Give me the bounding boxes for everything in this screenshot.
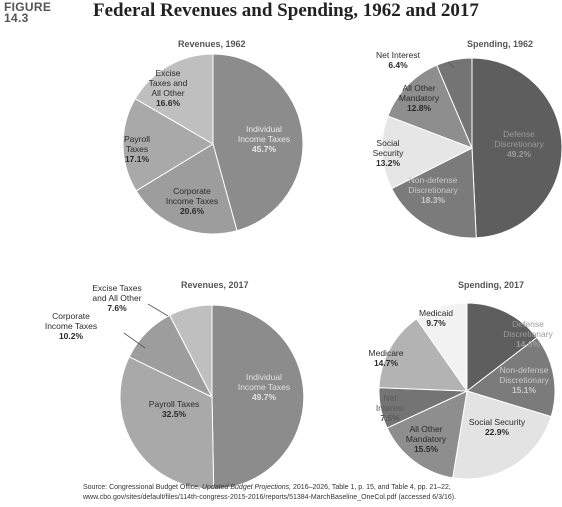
- slice-label-all-other-mandatory: All Other Mandatory 15.5%: [406, 424, 447, 454]
- chart-title-spending-1962: Spending, 1962: [467, 39, 534, 49]
- slice-label-individual-income-taxes: Individual Income Taxes 45.7%: [238, 124, 290, 154]
- source-italic: Updated Budget Projections,: [201, 484, 292, 491]
- leader-excise-2017: [147, 303, 169, 317]
- pie-spending-1962: Defense Discretionary 49.2% Non-defense Disc…: [373, 50, 562, 239]
- slice-label-social-security: Social Security 13.2%: [373, 138, 404, 168]
- slice-label-corporate-income-taxes: Corporate Income Taxes 20.6%: [166, 186, 218, 216]
- slice-label-medicaid: Medicaid 9.7%: [419, 308, 453, 328]
- chart-title-spending-2017: Spending, 2017: [458, 280, 525, 290]
- chart-title-revenues-1962: Revenues, 1962: [178, 39, 246, 49]
- slice-individual-income-taxes: [211, 304, 305, 490]
- slice-non-defense-discretionary: [390, 147, 477, 239]
- slice-medicaid: [415, 302, 468, 393]
- slice-excise-taxes-and-all-other: [134, 53, 214, 145]
- slice-medicare: [378, 318, 468, 392]
- slice-payroll-taxes: [119, 356, 215, 490]
- source-note: Source: Congressional Budget Office, Upd…: [83, 483, 553, 503]
- slice-label-corporate-income-taxes: Corporate Income Taxes 10.2%: [45, 311, 97, 341]
- slice-social-security: [452, 390, 552, 480]
- slice-label-payroll-taxes: Payroll Taxes 32.5%: [149, 399, 199, 419]
- slice-label-defense-discretionary: Defense Discretionary 14.6%: [503, 319, 553, 349]
- slice-social-security: [381, 115, 474, 190]
- figure-label-word: FIGURE: [4, 0, 52, 14]
- figure-label: FIGURE 14.3: [4, 0, 52, 25]
- slice-label-excise-taxes-and-all-other: Excise Taxes and All Other 7.6%: [92, 283, 141, 313]
- source-rest: 2016–2026, Table 1, p. 15, and Table 4, …: [83, 484, 457, 501]
- pie-revenues-1962: Individual Income Taxes 45.7% Corporate Inco…: [122, 53, 304, 235]
- slice-all-other-mandatory: [387, 64, 473, 149]
- slice-label-excise-taxes-and-all-other: Excise Taxes and All Other 16.6%: [149, 68, 188, 108]
- slice-label-net-interest: Net Interest 6.4%: [376, 50, 421, 70]
- slice-label-medicare: Medicare 14.7%: [369, 348, 404, 368]
- chart-title-revenues-2017: Revenues, 2017: [181, 280, 249, 290]
- figure-title: Federal Revenues and Spending, 1962 and …: [93, 0, 479, 21]
- slice-label-payroll-taxes: Payroll Taxes 17.1%: [124, 134, 150, 164]
- slice-label-all-other-mandatory: All Other Mandatory 12.8%: [399, 83, 440, 113]
- pie-spending-2017: Defense Discretionary 14.6% Non-defense Disc…: [369, 302, 556, 480]
- slice-payroll-taxes: [122, 97, 214, 192]
- source-prefix: Source: Congressional Budget Office,: [83, 484, 200, 491]
- pie-revenues-2017: Individual Income Taxes 49.7% Payroll Taxes…: [45, 283, 305, 490]
- slice-all-other-mandatory: [386, 390, 468, 479]
- slice-non-defense-discretionary: [465, 336, 556, 418]
- slice-net-interest: [436, 57, 473, 149]
- leader-corporate-2017: [123, 332, 146, 349]
- leader-net-interest-1962: [447, 61, 455, 69]
- figure-label-number: 14.3: [4, 11, 29, 25]
- slice-label-defense-discretionary: Defense Discretionary 49.2%: [494, 129, 544, 159]
- slice-excise-taxes-and-all-other: [169, 304, 213, 398]
- slice-label-non-defense-discretionary: Non-defense Discretionary 15.1%: [499, 365, 549, 395]
- slice-label-non-defense-discretionary: Non-defense Discretionary 18.3%: [408, 175, 458, 205]
- slice-label-social-security: Social Security 22.9%: [469, 417, 526, 437]
- slice-individual-income-taxes: [212, 53, 304, 232]
- slice-defense-discretionary: [466, 302, 538, 393]
- slice-label-individual-income-taxes: Individual Income Taxes 49.7%: [238, 372, 290, 402]
- slice-corporate-income-taxes: [135, 143, 238, 235]
- slice-label-net-interest: Net Interest 7.5%: [376, 393, 405, 423]
